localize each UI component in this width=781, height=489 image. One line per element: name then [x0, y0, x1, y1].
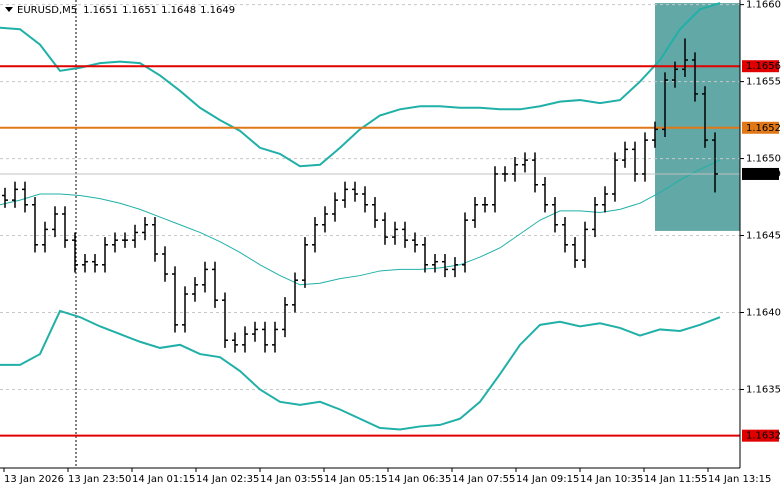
- level-label: 1.1652: [746, 123, 781, 134]
- y-tick-label: 1.1645: [746, 231, 781, 242]
- x-tick-label: 14 Jan 02:35: [196, 474, 259, 485]
- x-tick-label: 14 Jan 05:15: [324, 474, 387, 485]
- y-tick-label: 1.1660: [746, 0, 781, 11]
- quote-value: 1.1649: [200, 5, 235, 16]
- quote-value: 1.1648: [161, 5, 196, 16]
- plot: [0, 2, 740, 437]
- level-label-bg: [742, 167, 779, 180]
- symbol: EURUSD,M5: [17, 5, 77, 16]
- level-label-bg: [742, 121, 779, 134]
- x-tick-label: 14 Jan 06:35: [388, 474, 451, 485]
- zone: [655, 3, 740, 231]
- level-label: 1.1649: [746, 169, 781, 180]
- level-label: 1.1632: [746, 431, 781, 442]
- x-tick-label: 14 Jan 11:55: [644, 474, 707, 485]
- band-line: [0, 2, 721, 168]
- x-tick-label: 14 Jan 10:35: [580, 474, 643, 485]
- menu-triangle[interactable]: [5, 7, 13, 12]
- x-tick-label: 14 Jan 13:15: [708, 474, 771, 485]
- y-tick-label: 1.1640: [746, 308, 781, 319]
- x-tick-label: 14 Jan 03:55: [260, 474, 323, 485]
- x-tick-label: 14 Jan 07:55: [452, 474, 515, 485]
- level-label-bg: [742, 60, 779, 73]
- x-tick-label: 14 Jan 09:15: [516, 474, 579, 485]
- level-label-bg: [742, 429, 779, 442]
- x-tick-label: 13 Jan 23:50: [68, 474, 131, 485]
- level-label: 1.1656: [746, 61, 781, 72]
- quote-value: 1.1651: [122, 5, 157, 16]
- y-tick-label: 1.1655: [746, 77, 781, 88]
- y-tick-label: 1.1650: [746, 154, 781, 165]
- quote-value: 1.1651: [83, 5, 118, 16]
- x-tick-label: 13 Jan 2026: [4, 474, 64, 485]
- y-tick-label: 1.1635: [746, 384, 781, 395]
- x-tick-label: 14 Jan 01:15: [132, 474, 195, 485]
- band-line: [0, 309, 721, 431]
- band-line: [0, 159, 721, 286]
